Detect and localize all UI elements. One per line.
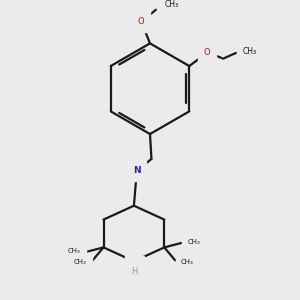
Text: CH₃: CH₃ <box>165 0 179 9</box>
Text: H: H <box>131 267 138 276</box>
Text: CH₃: CH₃ <box>242 47 256 56</box>
Text: N: N <box>133 166 141 175</box>
Text: N: N <box>131 262 138 271</box>
Text: O: O <box>138 17 145 26</box>
Text: CH₃: CH₃ <box>188 239 200 245</box>
Text: CH₃: CH₃ <box>74 259 87 265</box>
Text: CH₃: CH₃ <box>68 248 80 254</box>
Text: H: H <box>125 165 132 174</box>
Text: O: O <box>203 48 210 57</box>
Text: CH₃: CH₃ <box>181 259 194 265</box>
